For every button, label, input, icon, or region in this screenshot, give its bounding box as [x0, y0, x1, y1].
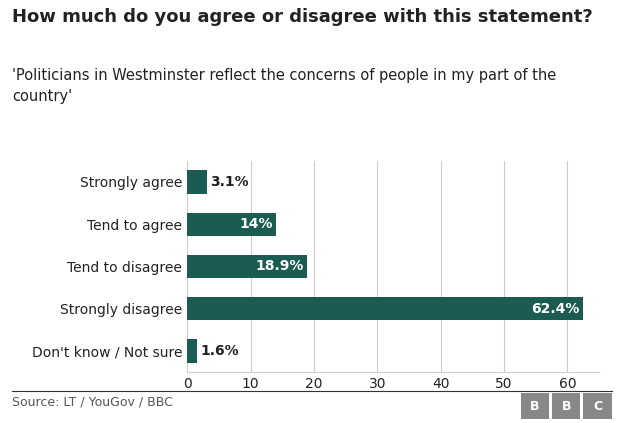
- Text: 18.9%: 18.9%: [255, 259, 304, 274]
- Text: 14%: 14%: [239, 217, 273, 231]
- Bar: [187, 255, 307, 278]
- Bar: [187, 213, 276, 236]
- Bar: [187, 297, 583, 320]
- Text: B: B: [530, 400, 540, 412]
- Text: 1.6%: 1.6%: [200, 344, 239, 358]
- Bar: [187, 339, 197, 363]
- Text: B: B: [562, 400, 571, 412]
- Text: Source: LT / YouGov / BBC: Source: LT / YouGov / BBC: [12, 396, 173, 409]
- Text: How much do you agree or disagree with this statement?: How much do you agree or disagree with t…: [12, 8, 593, 27]
- Text: 62.4%: 62.4%: [531, 302, 580, 316]
- Bar: [187, 170, 207, 194]
- Text: 3.1%: 3.1%: [210, 175, 248, 189]
- Text: C: C: [593, 400, 602, 412]
- Text: 'Politicians in Westminster reflect the concerns of people in my part of the
cou: 'Politicians in Westminster reflect the …: [12, 68, 557, 104]
